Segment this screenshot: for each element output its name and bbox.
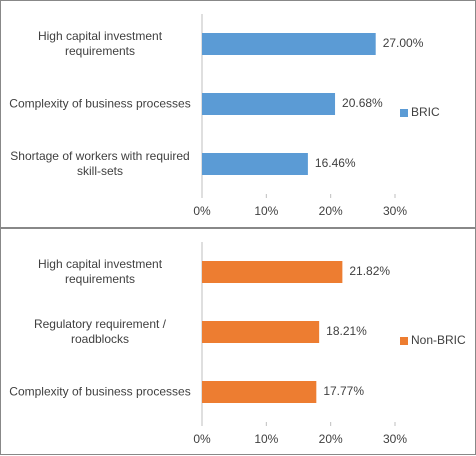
- x-tick-label: 30%: [383, 204, 407, 218]
- x-tick-label: 0%: [193, 432, 211, 446]
- legend-label: Non-BRIC: [411, 333, 466, 347]
- x-tick-label: 0%: [193, 204, 211, 218]
- bar: [202, 321, 320, 343]
- value-label: 20.68%: [342, 96, 383, 110]
- value-label: 21.82%: [349, 264, 390, 278]
- x-tick-label: 20%: [319, 204, 343, 218]
- category-label: Regulatory requirement / roadblocks: [33, 317, 167, 346]
- legend-swatch: [400, 109, 408, 117]
- x-tick-label: 30%: [383, 432, 407, 446]
- value-label: 18.21%: [326, 324, 367, 338]
- bar: [202, 153, 308, 175]
- value-label: 27.00%: [383, 36, 424, 50]
- x-tick-label: 10%: [254, 432, 278, 446]
- value-label: 17.77%: [323, 384, 364, 398]
- bar: [202, 33, 376, 55]
- legend-swatch: [400, 337, 408, 345]
- bar: [202, 93, 336, 115]
- x-tick-label: 10%: [254, 204, 278, 218]
- legend-label: BRIC: [411, 105, 440, 119]
- value-label: 16.46%: [315, 156, 356, 170]
- bar: [202, 261, 343, 283]
- x-tick-label: 20%: [319, 432, 343, 446]
- bar: [202, 381, 317, 403]
- category-label: Complexity of business processes: [9, 96, 191, 111]
- category-label: High capital investment requirements: [37, 257, 163, 286]
- category-label: High capital investment requirements: [37, 29, 163, 58]
- category-label: Shortage of workers with required skill-…: [10, 149, 190, 178]
- category-label: Complexity of business processes: [9, 384, 191, 399]
